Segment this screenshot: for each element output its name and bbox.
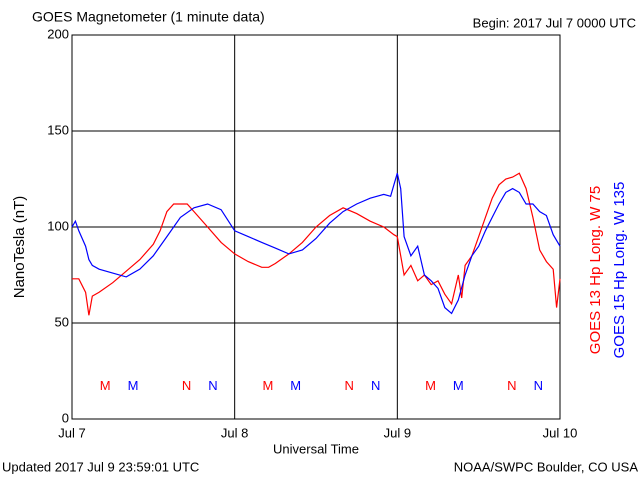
x-tick-label: Jul 8 — [221, 425, 248, 440]
y-tick-label: 200 — [47, 26, 69, 41]
x-axis-label: Universal Time — [273, 441, 359, 456]
y-tick-label: 100 — [47, 218, 69, 233]
series-line — [72, 172, 561, 316]
chart-title: GOES Magnetometer (1 minute data) — [32, 9, 265, 25]
y-tick-label: 150 — [47, 122, 69, 137]
annotation: N — [345, 378, 354, 393]
chart-subtitle: Begin: 2017 Jul 7 0000 UTC — [473, 15, 636, 30]
x-tick-label: Jul 9 — [384, 425, 411, 440]
annotation: N — [182, 378, 191, 393]
legend-entry: GOES 15 Hp Long. W 135 — [611, 182, 628, 359]
annotation: N — [534, 378, 543, 393]
annotation: M — [290, 378, 301, 393]
y-tick-label: 50 — [55, 314, 69, 329]
annotation: M — [262, 378, 273, 393]
annotation: M — [425, 378, 436, 393]
y-axis-label: NanoTesla (nT) — [11, 196, 28, 299]
annotation: M — [128, 378, 139, 393]
x-tick-label: Jul 7 — [58, 425, 85, 440]
footer-left: Updated 2017 Jul 9 23:59:01 UTC — [2, 459, 199, 474]
y-tick-label: 0 — [62, 410, 69, 425]
series-line — [71, 173, 561, 315]
x-tick-label: Jul 10 — [543, 425, 578, 440]
annotation: N — [371, 378, 380, 393]
legend-entry: GOES 13 Hp Long. W 75 — [587, 186, 604, 354]
footer-right: NOAA/SWPC Boulder, CO USA — [454, 459, 639, 474]
annotation: N — [507, 378, 516, 393]
annotation: M — [100, 378, 111, 393]
annotation: N — [208, 378, 217, 393]
annotation: M — [453, 378, 464, 393]
